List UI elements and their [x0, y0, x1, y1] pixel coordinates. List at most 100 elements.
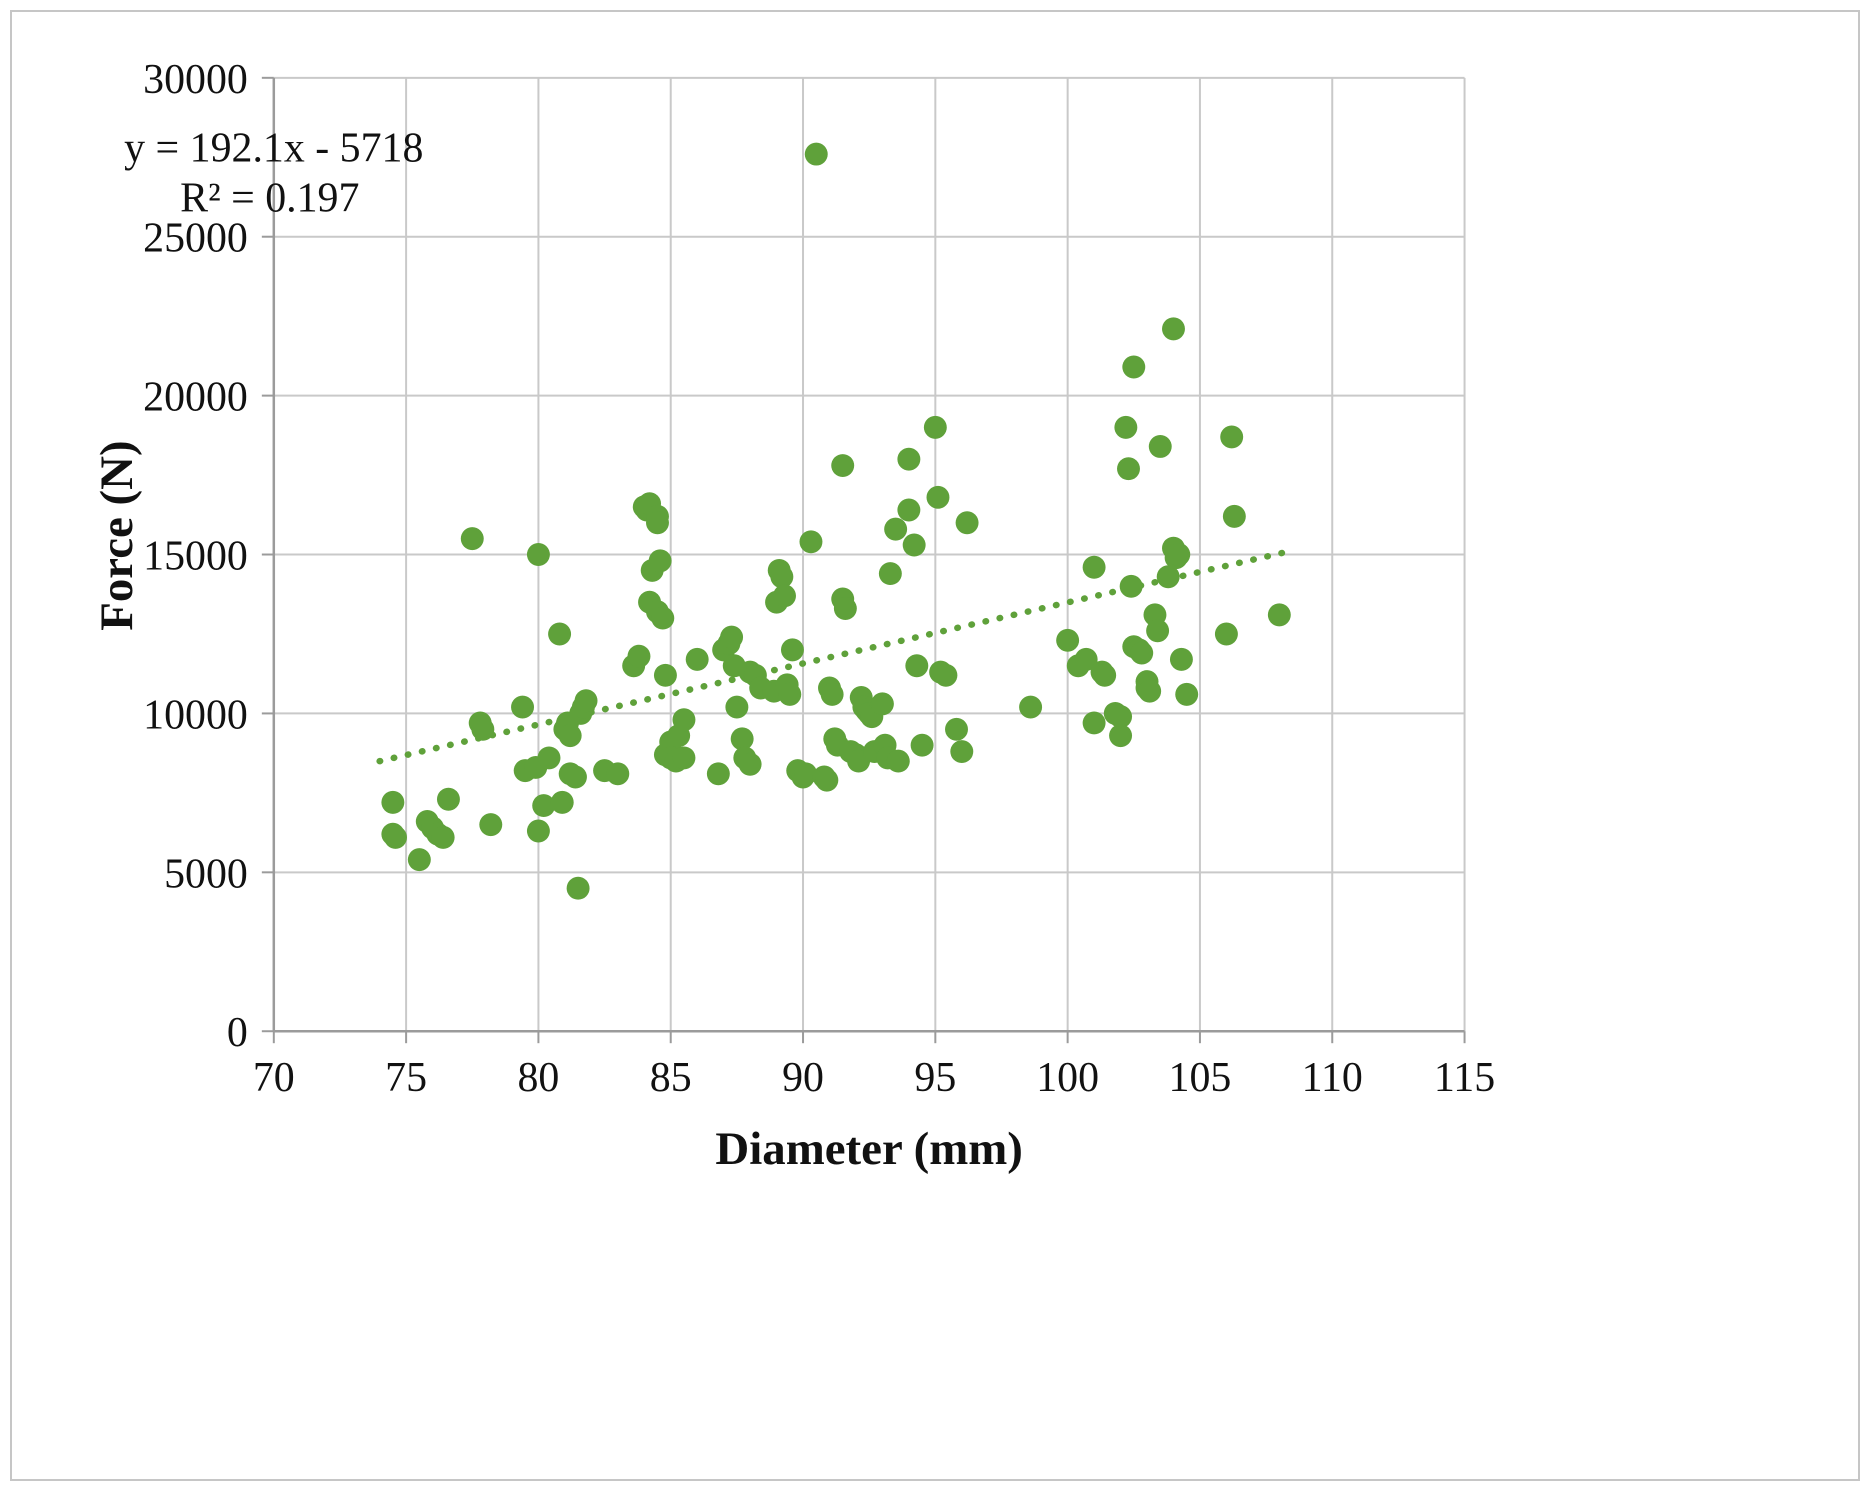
data-point	[934, 663, 958, 687]
data-point	[1214, 622, 1238, 646]
data-point	[1222, 504, 1246, 528]
x-tick-label: 75	[385, 1055, 427, 1101]
data-point	[1122, 355, 1146, 379]
figure-frame: 70 75 80 85 90 95 100 105 110 115 0 5000 10000 15000 2…	[10, 10, 1860, 1481]
data-point	[566, 876, 590, 900]
data-point	[886, 749, 910, 773]
data-point	[831, 454, 855, 478]
data-point	[1267, 603, 1291, 627]
x-tick-label: 95	[914, 1055, 956, 1101]
y-tick-label: 5000	[164, 851, 248, 897]
data-point	[773, 584, 796, 608]
data-point	[1169, 647, 1193, 671]
data-point	[381, 790, 405, 814]
data-point	[384, 825, 407, 849]
data-point	[1220, 425, 1244, 449]
data-point	[738, 752, 762, 776]
data-point	[780, 638, 804, 662]
data-point	[1138, 679, 1162, 703]
data-point	[955, 511, 979, 535]
data-point	[672, 746, 696, 770]
data-point	[910, 733, 934, 757]
data-point	[720, 625, 744, 649]
data-point	[884, 517, 908, 541]
data-point	[627, 644, 651, 668]
data-point	[407, 848, 431, 872]
x-tick-label: 90	[782, 1055, 824, 1101]
data-point	[878, 562, 902, 586]
data-point	[1114, 415, 1138, 439]
data-point	[646, 511, 669, 535]
data-point	[926, 485, 950, 509]
data-point	[815, 768, 839, 792]
y-tick-label: 20000	[143, 375, 248, 421]
trendline-equation: y = 192.1x - 5718	[124, 126, 423, 172]
data-point	[1148, 434, 1172, 458]
data-point	[833, 597, 857, 621]
data-point	[685, 647, 709, 671]
x-axis-title: Diameter (mm)	[715, 1123, 1022, 1175]
data-point	[558, 724, 582, 748]
data-point	[799, 530, 823, 554]
y-tick-label: 15000	[143, 533, 248, 579]
x-tick-label: 100	[1036, 1055, 1099, 1101]
data-point	[574, 689, 598, 713]
x-tick-label: 115	[1434, 1055, 1495, 1101]
data-point	[526, 819, 550, 843]
data-point	[1167, 543, 1191, 566]
x-tick-label: 70	[253, 1055, 295, 1101]
data-point	[1056, 628, 1080, 652]
data-point	[897, 498, 921, 522]
x-tick-label: 85	[650, 1055, 692, 1101]
x-tick-label: 110	[1302, 1055, 1363, 1101]
data-point	[902, 533, 926, 557]
data-point	[431, 825, 455, 849]
data-point	[1074, 647, 1098, 671]
data-point	[526, 543, 550, 566]
data-point	[1093, 663, 1117, 687]
data-point	[706, 762, 730, 786]
y-tick-label: 10000	[143, 692, 248, 738]
scatter-chart: 70 75 80 85 90 95 100 105 110 115 0 5000 10000 15000 2…	[91, 57, 1495, 1175]
data-point	[1117, 457, 1140, 481]
data-point	[651, 606, 675, 630]
data-point	[794, 762, 818, 786]
data-point	[1162, 317, 1185, 341]
data-point	[725, 695, 749, 719]
data-point	[730, 727, 754, 751]
data-point	[648, 549, 672, 573]
data-point	[945, 717, 968, 741]
data-point	[479, 813, 503, 837]
y-tick-label: 0	[227, 1010, 248, 1056]
data-point	[537, 746, 561, 770]
x-tick-label: 105	[1169, 1055, 1232, 1101]
data-point	[460, 527, 484, 551]
data-point	[672, 708, 696, 732]
data-point	[1019, 695, 1043, 719]
y-tick-label: 25000	[143, 216, 248, 262]
data-point	[897, 447, 921, 471]
data-point	[870, 692, 894, 716]
data-point	[1109, 705, 1133, 729]
data-point	[1175, 682, 1199, 706]
data-point	[563, 765, 587, 789]
data-point	[548, 622, 572, 646]
data-point	[511, 695, 535, 719]
data-point	[436, 787, 460, 811]
data-point	[1109, 724, 1133, 748]
data-point	[1082, 555, 1106, 579]
x-tick-label: 80	[517, 1055, 559, 1101]
data-point	[820, 682, 844, 706]
y-axis-title: Force (N)	[91, 440, 143, 630]
data-point	[804, 142, 828, 166]
data-point	[778, 682, 802, 706]
data-point	[1130, 641, 1154, 665]
data-point	[950, 740, 974, 764]
data-point	[1156, 565, 1180, 589]
data-point	[1146, 619, 1170, 643]
r-squared-value: R² = 0.197	[180, 175, 359, 221]
data-point	[606, 762, 630, 786]
data-point	[471, 717, 495, 741]
data-point	[653, 663, 677, 687]
data-point	[923, 415, 947, 439]
